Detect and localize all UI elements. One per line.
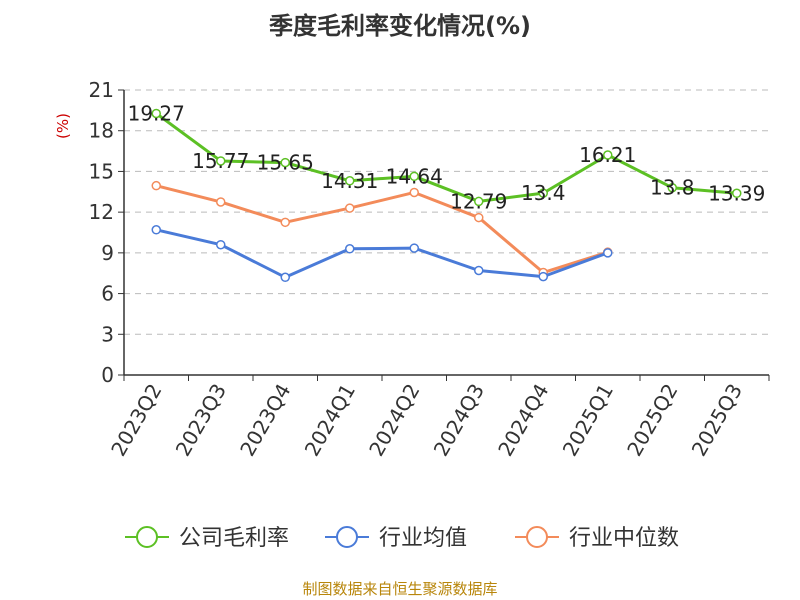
data-label: 13.39: [708, 181, 765, 205]
data-source-note: 制图数据来自恒生聚源数据库: [302, 580, 498, 598]
data-point: [345, 244, 355, 254]
data-point: [409, 243, 419, 253]
legend: 公司毛利率 行业均值 行业中位数: [125, 526, 679, 551]
y-tick-label: 0: [101, 363, 114, 387]
data-label: 13.4: [521, 181, 566, 205]
y-tick-label: 15: [89, 159, 114, 183]
data-point: [538, 188, 548, 198]
grid-lines: [124, 89, 769, 335]
y-tick-label: 18: [89, 119, 114, 143]
data-label: 14.64: [386, 164, 443, 188]
legend-label: 公司毛利率: [179, 526, 289, 551]
x-tick-label: 2023Q3: [171, 380, 231, 461]
data-point: [474, 212, 484, 223]
data-point: [474, 265, 484, 276]
data-point: [216, 156, 226, 166]
data-point: [151, 108, 161, 119]
legend-marker: [526, 526, 548, 548]
x-tick-label: 2024Q1: [300, 380, 360, 461]
data-point: [280, 217, 290, 228]
x-tick-label: 2025Q3: [687, 380, 747, 461]
y-tick-label: 6: [101, 282, 114, 306]
series-line-1: [155, 228, 609, 279]
y-tick-label: 3: [101, 322, 114, 346]
data-point: [345, 176, 355, 186]
x-tick-label: 2023Q2: [106, 380, 166, 461]
data-point: [603, 150, 613, 160]
data-point: [474, 196, 484, 207]
legend-marker: [336, 526, 358, 548]
y-tick-label: 9: [101, 241, 114, 265]
data-label: 12.79: [450, 189, 507, 213]
x-tick-label: 2024Q2: [364, 380, 424, 461]
data-point: [216, 197, 226, 207]
data-point: [280, 157, 290, 168]
data-point: [603, 248, 613, 258]
data-point: [667, 182, 677, 193]
legend-label: 行业均值: [379, 526, 467, 551]
legend-label: 行业中位数: [569, 526, 679, 551]
y-tick-label: 21: [89, 78, 114, 102]
data-point: [345, 203, 355, 213]
series-lines: [151, 108, 742, 283]
data-label: 19.27: [128, 101, 185, 125]
data-point: [280, 272, 290, 283]
data-point: [538, 271, 548, 282]
data-point: [216, 239, 226, 250]
x-tick-label: 2025Q1: [558, 380, 618, 461]
data-point: [409, 171, 419, 182]
data-label: 16.21: [579, 143, 636, 167]
y-tick-label: 12: [89, 200, 114, 224]
data-point: [151, 180, 161, 191]
data-point: [151, 225, 161, 235]
data-label: 15.65: [257, 151, 314, 175]
data-label: 14.31: [321, 169, 378, 193]
data-point: [409, 187, 419, 198]
series-line-2: [155, 184, 609, 275]
x-tick-label: 2024Q4: [493, 380, 553, 461]
x-tick-label: 2025Q2: [622, 380, 682, 461]
y-axis-unit-label: (%): [54, 113, 72, 139]
data-label: 13.8: [650, 176, 695, 200]
data-label: 15.77: [192, 149, 249, 173]
series-line-0: [155, 112, 737, 203]
data-labels: 19.27 15.77 15.65 14.31 14.64 12.79 13.4 16.21 1…: [128, 101, 766, 213]
data-point: [732, 188, 742, 199]
chart-title: 季度毛利率变化情况(%): [269, 12, 531, 40]
legend-marker: [136, 526, 158, 548]
x-tick-label: 2023Q4: [235, 380, 295, 461]
x-tick-label: 2024Q3: [429, 380, 489, 461]
